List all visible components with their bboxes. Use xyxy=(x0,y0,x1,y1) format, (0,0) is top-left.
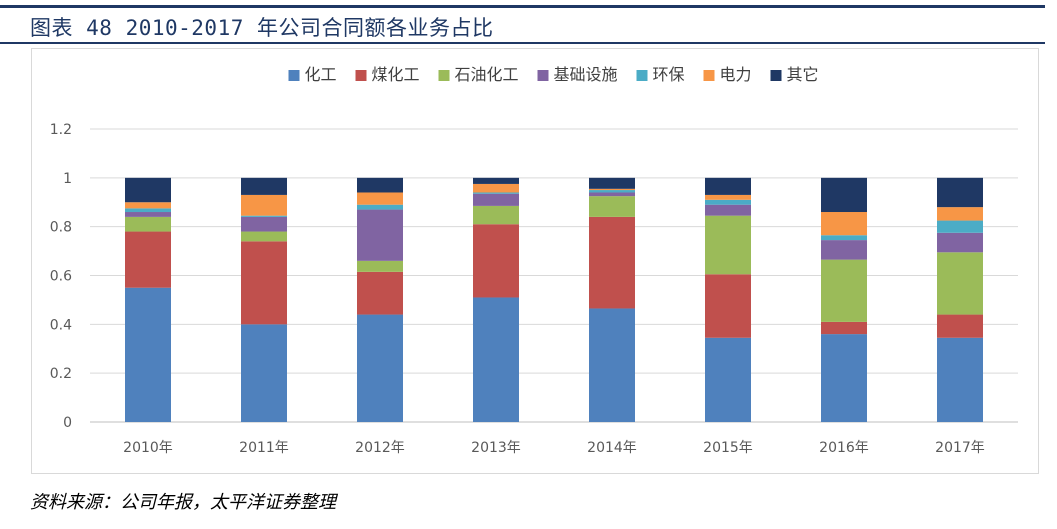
y-tick-label: 1.2 xyxy=(50,122,72,138)
bar-segment xyxy=(937,177,983,208)
bar-segment xyxy=(241,231,287,242)
bar-segment xyxy=(821,259,867,322)
bar-segment xyxy=(937,232,983,253)
legend-swatch xyxy=(537,70,549,81)
bar-segment xyxy=(937,207,983,221)
bar-segment xyxy=(821,177,867,213)
bar-segment xyxy=(125,231,171,288)
bar-segment xyxy=(705,199,751,205)
legend-swatch xyxy=(703,70,715,81)
y-tick-label: 0 xyxy=(63,415,72,431)
bar-segment xyxy=(357,271,403,315)
bar-segment xyxy=(473,192,519,194)
bar-segment xyxy=(357,177,403,193)
bar-segment xyxy=(125,287,171,422)
legend-label: 煤化工 xyxy=(372,65,420,84)
y-tick-label: 0.8 xyxy=(50,220,72,236)
bar-segment xyxy=(473,205,519,225)
bar-segment xyxy=(589,190,635,193)
bar-segment xyxy=(589,188,635,191)
legend-swatch xyxy=(770,70,782,81)
bar-segment xyxy=(705,274,751,338)
bar-segment xyxy=(473,183,519,193)
bar-segment xyxy=(241,241,287,325)
y-tick-label: 0.4 xyxy=(50,317,72,333)
bar-segment xyxy=(705,177,751,195)
bar-segment xyxy=(589,192,635,197)
bar-segment xyxy=(357,209,403,261)
source-note: 资料来源：公司年报，太平洋证券整理 xyxy=(30,492,336,513)
bar-segment xyxy=(821,321,867,335)
bar-segment xyxy=(241,216,287,232)
y-tick-label: 0.2 xyxy=(50,366,72,382)
figure-title: 图表 48 2010-2017 年公司合同额各业务占比 xyxy=(30,16,494,40)
legend-label: 石油化工 xyxy=(455,65,519,84)
bar-segment xyxy=(241,215,287,217)
bar-segment xyxy=(357,204,403,210)
x-tick-label: 2012年 xyxy=(355,440,405,456)
x-tick-label: 2011年 xyxy=(239,440,289,456)
bar-segment xyxy=(473,297,519,422)
bar-segment xyxy=(821,334,867,422)
legend-label: 环保 xyxy=(653,65,685,84)
legend-swatch xyxy=(438,70,450,81)
bar-segment xyxy=(241,324,287,422)
bar-segment xyxy=(125,212,171,217)
bar-segment xyxy=(705,337,751,422)
figure-header: 图表 48 2010-2017 年公司合同额各业务占比 xyxy=(0,0,1045,44)
bar-segment xyxy=(473,224,519,298)
bar-segment xyxy=(473,193,519,206)
bar-segment xyxy=(357,260,403,272)
header-top-rule xyxy=(0,5,1045,8)
y-tick-label: 1 xyxy=(63,171,72,187)
legend-label: 电力 xyxy=(720,65,752,84)
bar-segment xyxy=(357,192,403,205)
bar-segment xyxy=(705,215,751,275)
bar-segment xyxy=(937,314,983,338)
bar-segment xyxy=(705,194,751,200)
bar-segment xyxy=(937,252,983,315)
bar-segment xyxy=(125,208,171,213)
bar-segment xyxy=(705,204,751,216)
x-tick-label: 2014年 xyxy=(587,440,637,456)
x-tick-label: 2010年 xyxy=(123,440,173,456)
bar-segment xyxy=(937,220,983,233)
bar-segment xyxy=(821,235,867,241)
legend-swatch xyxy=(355,70,367,81)
bar-segment xyxy=(241,194,287,216)
x-tick-label: 2015年 xyxy=(703,440,753,456)
y-tick-label: 0.6 xyxy=(50,269,72,285)
bar-segment xyxy=(821,212,867,236)
x-tick-label: 2013年 xyxy=(471,440,521,456)
legend-label: 化工 xyxy=(305,65,337,84)
header-bottom-rule xyxy=(0,42,1045,44)
bar-segment xyxy=(357,314,403,422)
legend-swatch xyxy=(636,70,648,81)
x-tick-label: 2017年 xyxy=(935,440,985,456)
x-tick-label: 2016年 xyxy=(819,440,869,456)
bar-segment xyxy=(589,216,635,309)
legend-label: 其它 xyxy=(787,65,819,84)
legend-swatch xyxy=(288,70,300,81)
bar-segment xyxy=(241,177,287,195)
bar-segment xyxy=(589,177,635,189)
bar-segment xyxy=(125,202,171,209)
bar-segment xyxy=(589,196,635,217)
bar-segment xyxy=(125,177,171,203)
bar-segment xyxy=(473,177,519,184)
bar-segment xyxy=(589,308,635,422)
bar-segment xyxy=(937,337,983,422)
legend-label: 基础设施 xyxy=(554,65,618,84)
bar-segment xyxy=(125,216,171,232)
bar-segment xyxy=(821,240,867,260)
chart-frame xyxy=(31,48,1039,474)
